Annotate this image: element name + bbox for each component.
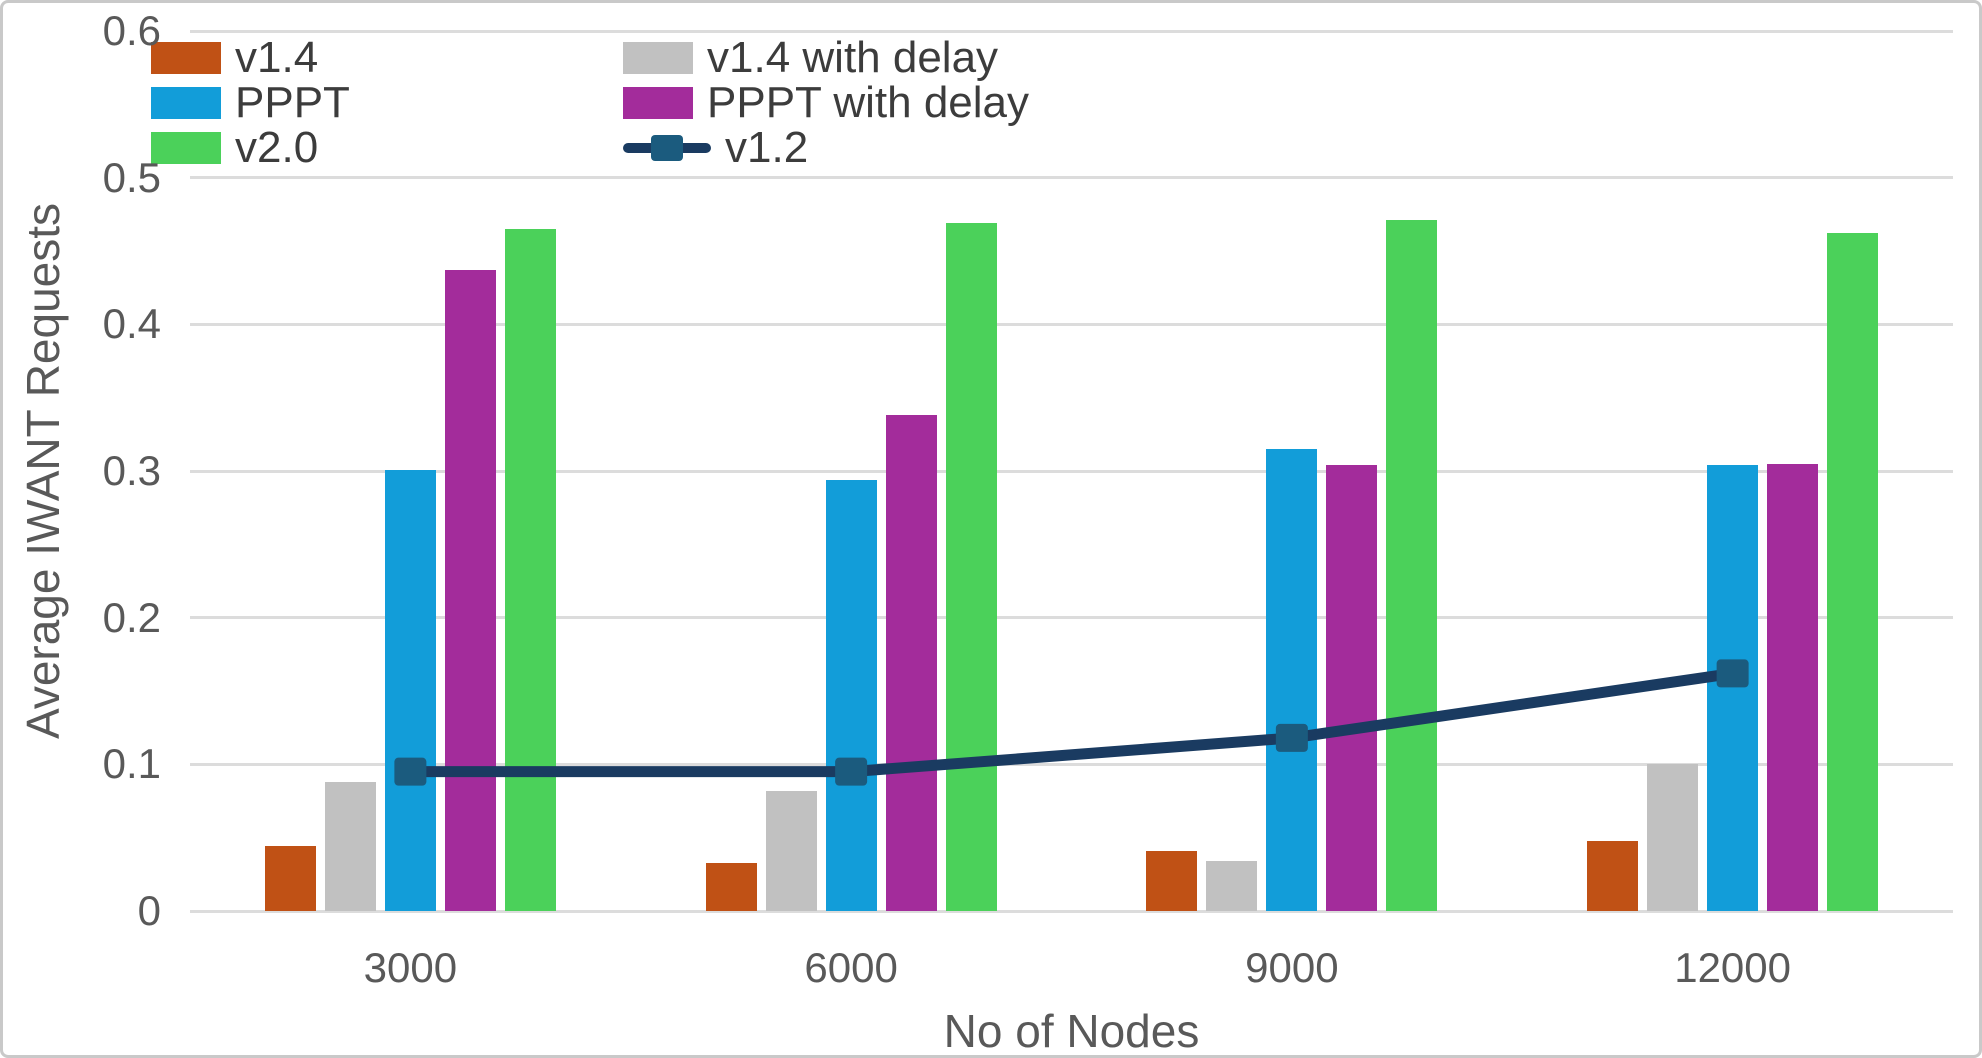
x-tick-label: 6000 xyxy=(804,944,898,991)
bar xyxy=(1206,861,1258,911)
y-tick-label: 0.4 xyxy=(102,300,161,348)
trend-line xyxy=(404,667,1739,778)
bar xyxy=(264,846,316,911)
bar xyxy=(1146,850,1198,911)
y-tick-label: 0 xyxy=(137,887,161,934)
bar xyxy=(324,781,376,911)
gridline xyxy=(190,29,1953,33)
gridline xyxy=(190,176,1953,180)
bar xyxy=(705,862,757,911)
bar xyxy=(765,790,817,911)
y-tick-label: 0.2 xyxy=(102,593,161,641)
bar xyxy=(1587,840,1639,911)
x-axis-title: No of Nodes xyxy=(943,1005,1200,1057)
bar xyxy=(1266,449,1318,911)
bar xyxy=(444,270,496,911)
y-tick-label: 0.1 xyxy=(102,740,161,788)
bar xyxy=(1326,465,1378,911)
gridline xyxy=(190,909,1953,913)
bar xyxy=(1386,220,1438,911)
gridline xyxy=(190,616,1953,620)
bar xyxy=(945,223,997,911)
bar xyxy=(1767,463,1819,911)
bar xyxy=(1707,465,1759,911)
plot-area xyxy=(190,29,1953,913)
y-tick-label: 0.3 xyxy=(102,447,161,494)
gridline xyxy=(190,469,1953,473)
bar xyxy=(504,229,556,911)
y-tick-label: 0.5 xyxy=(102,153,161,201)
gridline xyxy=(190,322,1953,326)
x-tick-label: 3000 xyxy=(363,944,458,991)
bar xyxy=(1647,764,1699,911)
x-tick-label: 9000 xyxy=(1245,944,1339,991)
y-tick-label: 0.6 xyxy=(102,7,161,54)
bar xyxy=(825,479,877,911)
bar xyxy=(885,415,937,911)
bar xyxy=(1827,233,1879,911)
bar xyxy=(384,469,436,911)
x-tick-label: 12000 xyxy=(1674,944,1792,991)
